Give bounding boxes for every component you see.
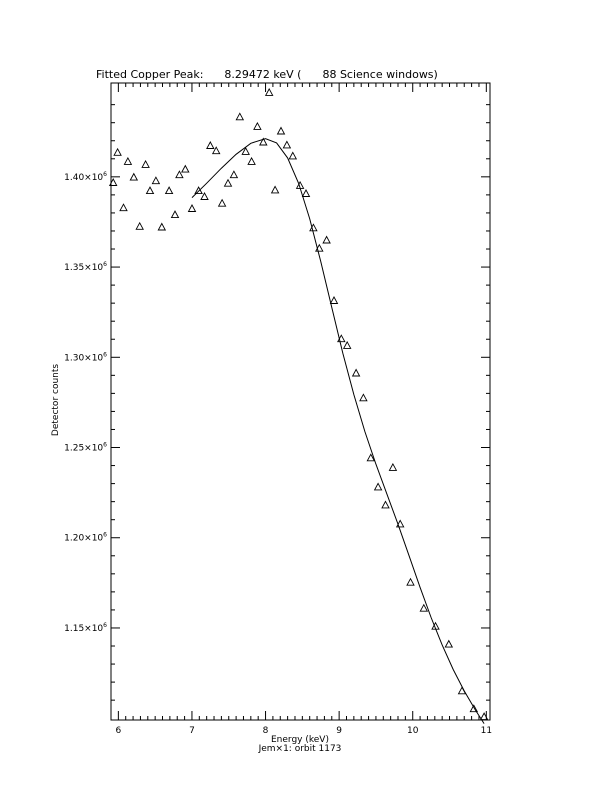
data-point [359,393,368,402]
data-point [241,146,250,155]
data-point [381,500,390,509]
data-point [194,186,203,195]
plot-frame [110,82,491,721]
data-point [164,186,174,195]
data-point [329,296,339,304]
data-point [151,176,161,185]
data-point [309,223,318,232]
y-tick-label: 1.30×106 [64,351,107,363]
x-tick-label: 11 [481,726,492,736]
x-tick-label: 10 [407,726,419,736]
data-point [419,603,429,612]
data-point [187,204,197,212]
data-point [108,178,118,186]
data-point [444,639,454,648]
x-tick-label: 6 [115,726,121,736]
data-point [119,203,128,212]
data-point [235,112,245,121]
data-point [145,186,155,195]
data-point [288,151,298,160]
data-point [479,712,489,721]
data-point [211,146,221,155]
data-point [457,686,467,695]
data-point [315,243,324,252]
data-point [247,156,256,165]
data-point [431,621,440,630]
data-point [366,453,376,462]
x-tick-label: 8 [263,726,269,736]
data-point [200,192,209,200]
data-point [373,482,383,491]
x-tick-label: 9 [336,726,342,736]
y-axis-label: Detector counts [51,364,61,436]
fit-curve [191,138,485,724]
data-point [217,198,227,207]
data-point [141,159,150,168]
data-point [276,126,286,135]
data-point [135,221,144,230]
data-point [181,164,190,173]
data-point [253,121,262,130]
x-tick-label: 7 [189,726,195,736]
x-axis-label: Energy (keV) [271,735,329,745]
data-point [395,519,405,528]
data-point [113,147,122,156]
data-point [337,334,346,343]
data-point [170,210,180,219]
y-tick-labels: 1.15×106 1.20×106 1.25×106 1.30×106 1.35×106… [64,171,107,634]
data-point [351,368,361,377]
data-point [295,180,305,189]
y-tick-label: 1.25×106 [64,442,107,454]
data-point [469,704,479,713]
data-point [264,87,274,96]
data-point [282,140,292,149]
data-point [129,172,139,181]
data-point [123,156,133,165]
data-point [157,222,167,231]
axis-ticks [111,83,490,720]
chart-title: Fitted Copper Peak: 8.29472 keV ( 88 Sci… [96,68,438,81]
y-tick-label: 1.40×106 [64,171,107,183]
data-point [206,141,215,149]
y-tick-label: 1.20×106 [64,532,107,544]
data-points [108,87,489,721]
x-axis-sublabel: Jem×1: orbit 1173 [258,744,342,754]
data-point [342,340,352,349]
data-point [322,235,331,244]
y-tick-label: 1.35×106 [64,261,107,273]
data-point [229,170,239,179]
data-point [223,178,233,187]
data-point [175,170,184,179]
data-point [406,577,415,586]
x-tick-labels: 6 7 8 9 10 11 [115,726,492,736]
data-point [388,462,398,471]
data-point [301,189,311,197]
y-tick-label: 1.15×106 [64,622,107,634]
data-point [270,185,280,194]
data-point [259,137,268,146]
